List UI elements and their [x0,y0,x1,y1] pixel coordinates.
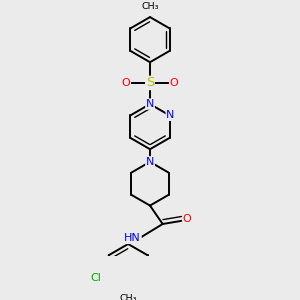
Text: HN: HN [124,233,141,243]
Text: O: O [169,78,178,88]
Text: N: N [146,157,154,167]
Text: N: N [166,110,175,120]
Text: O: O [182,214,191,224]
Text: CH₃: CH₃ [119,294,137,300]
Text: S: S [146,76,154,89]
Text: CH₃: CH₃ [141,2,159,11]
Text: Cl: Cl [91,273,101,283]
Text: O: O [122,78,130,88]
Text: N: N [146,99,154,109]
